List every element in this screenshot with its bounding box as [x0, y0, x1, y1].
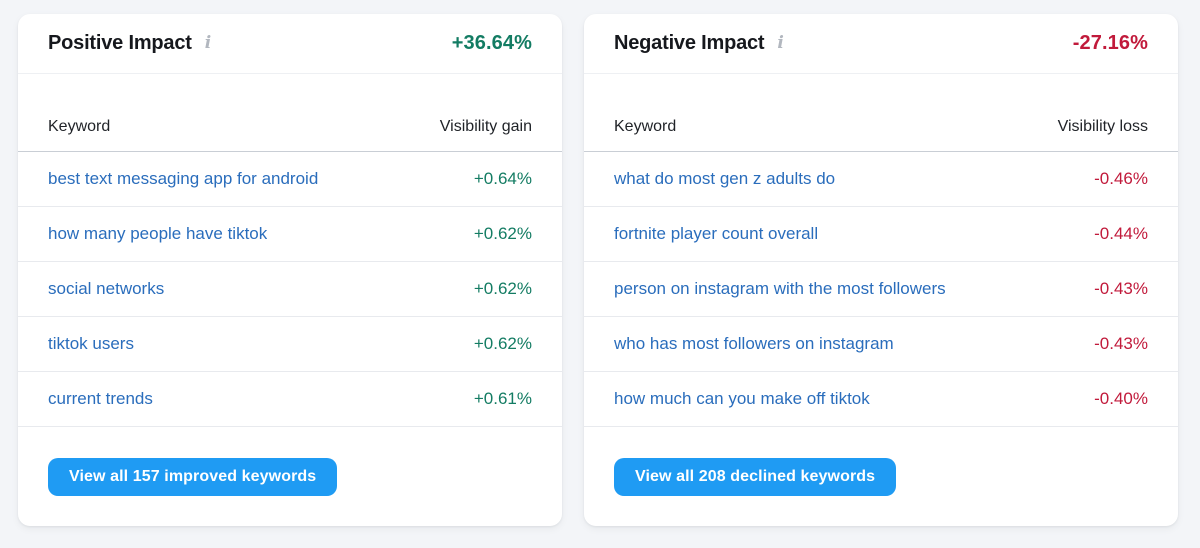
- info-icon[interactable]: i: [204, 33, 212, 53]
- table-row: who has most followers on instagram -0.43…: [584, 317, 1178, 372]
- table-row: person on instagram with the most follow…: [584, 262, 1178, 317]
- column-label-keyword: Keyword: [48, 117, 111, 135]
- keyword-link[interactable]: how much can you make off tiktok: [614, 389, 870, 408]
- table-row: current trends +0.61%: [18, 372, 562, 427]
- keyword-table: what do most gen z adults do -0.46% fortni…: [584, 152, 1178, 427]
- column-label-visibility-loss: Visibility loss: [1057, 117, 1148, 135]
- card-title: Positive Impact: [48, 32, 192, 54]
- card-header: Negative Impact i -27.16%: [584, 14, 1178, 74]
- card-footer: View all 157 improved keywords: [18, 427, 562, 496]
- table-row: how many people have tiktok +0.62%: [18, 207, 562, 262]
- view-all-improved-keywords-button[interactable]: View all 157 improved keywords: [48, 458, 338, 496]
- card-title: Negative Impact: [614, 32, 765, 54]
- visibility-change-value: +0.62%: [473, 334, 532, 353]
- keyword-link[interactable]: what do most gen z adults do: [614, 169, 836, 188]
- card-footer: View all 208 declined keywords: [584, 427, 1178, 496]
- keyword-link[interactable]: best text messaging app for android: [48, 169, 319, 188]
- visibility-change-value: +0.62%: [473, 224, 532, 243]
- visibility-change-value: -0.40%: [1094, 389, 1148, 408]
- visibility-change-value: +0.62%: [473, 279, 532, 298]
- visibility-change-value: -0.46%: [1094, 169, 1148, 188]
- column-label-visibility-gain: Visibility gain: [439, 117, 532, 135]
- keyword-table: best text messaging app for android +0.64…: [18, 152, 562, 427]
- table-row: how much can you make off tiktok -0.40%: [584, 372, 1178, 427]
- keyword-link[interactable]: person on instagram with the most follow…: [614, 279, 946, 298]
- keyword-link[interactable]: who has most followers on instagram: [614, 334, 894, 353]
- view-all-declined-keywords-button[interactable]: View all 208 declined keywords: [614, 458, 897, 496]
- keyword-link[interactable]: social networks: [48, 279, 165, 298]
- positive-impact-card: Positive Impact i +36.64% Keyword Visibi…: [18, 14, 562, 526]
- column-label-keyword: Keyword: [614, 117, 677, 135]
- table-row: fortnite player count overall -0.44%: [584, 207, 1178, 262]
- visibility-change-value: -0.44%: [1094, 224, 1148, 243]
- card-header: Positive Impact i +36.64%: [18, 14, 562, 74]
- keyword-link[interactable]: tiktok users: [48, 334, 134, 353]
- info-icon[interactable]: i: [777, 33, 784, 53]
- table-column-header: Keyword Visibility gain: [18, 74, 562, 152]
- table-column-header: Keyword Visibility loss: [584, 74, 1178, 152]
- negative-impact-card: Negative Impact i -27.16% Keyword Visibi…: [584, 14, 1178, 526]
- keyword-link[interactable]: fortnite player count overall: [614, 224, 819, 243]
- table-row: best text messaging app for android +0.64…: [18, 152, 562, 207]
- visibility-change-value: -0.43%: [1094, 334, 1148, 353]
- table-row: tiktok users +0.62%: [18, 317, 562, 372]
- table-row: what do most gen z adults do -0.46%: [584, 152, 1178, 207]
- keyword-link[interactable]: how many people have tiktok: [48, 224, 268, 243]
- visibility-change-value: +0.64%: [473, 169, 532, 188]
- total-visibility-change: -27.16%: [1072, 32, 1148, 54]
- visibility-change-value: +0.61%: [473, 389, 532, 408]
- table-row: social networks +0.62%: [18, 262, 562, 317]
- total-visibility-change: +36.64%: [451, 32, 532, 54]
- keyword-link[interactable]: current trends: [48, 389, 153, 408]
- visibility-change-value: -0.43%: [1094, 279, 1148, 298]
